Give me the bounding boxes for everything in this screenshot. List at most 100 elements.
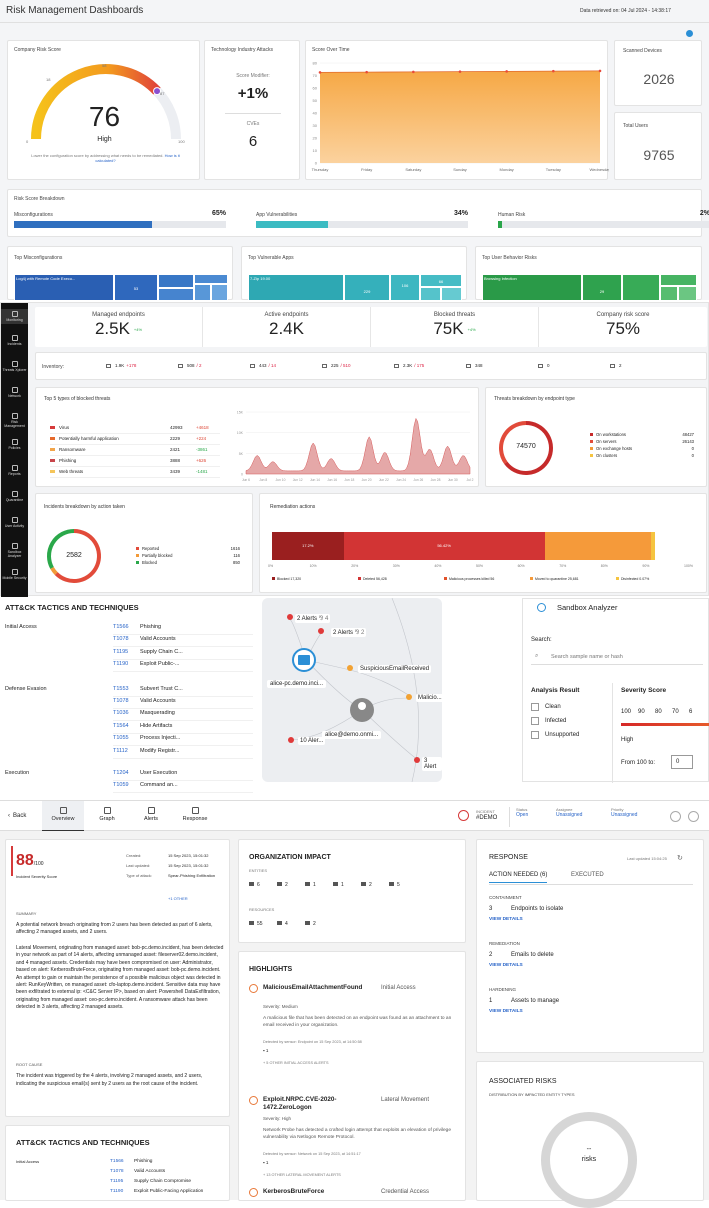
sidebar-item[interactable]: Network: [1, 387, 28, 398]
technique-row[interactable]: T1564 Hide Artifacts: [113, 723, 253, 734]
from-input[interactable]: 0: [671, 755, 693, 769]
treemap-cell[interactable]: [194, 284, 211, 301]
score-point[interactable]: [412, 70, 415, 74]
technique-row[interactable]: T1190 Exploit Public-...: [113, 661, 253, 673]
inventory-item[interactable]: 1.9K +178: [106, 363, 136, 368]
email-node[interactable]: [347, 665, 353, 671]
result-checkbox[interactable]: Unsupported: [531, 731, 579, 739]
sidebar-item[interactable]: Monitoring: [1, 309, 28, 324]
donut-slice[interactable]: [50, 566, 58, 575]
technique-row[interactable]: T1036 Masquerading: [113, 710, 253, 722]
endpoint-node[interactable]: [292, 648, 316, 672]
alert-node[interactable]: [318, 628, 324, 634]
tab-response[interactable]: Response: [174, 801, 216, 831]
threat-row[interactable]: Virus 42993 +4618: [50, 424, 220, 434]
remediation-segment[interactable]: 56.42%: [343, 532, 545, 560]
score-point[interactable]: [552, 69, 555, 73]
technique-id[interactable]: T1195: [113, 648, 129, 655]
inventory-item[interactable]: 2: [610, 363, 622, 368]
technique-row[interactable]: T1195 Supply Chain C...: [113, 649, 253, 660]
technique-id[interactable]: T1195: [110, 1179, 124, 1184]
technique-row[interactable]: T1078 Valid Accounts: [110, 1169, 230, 1174]
treemap-cell[interactable]: 7-Zip 19.00: [248, 274, 344, 301]
view-details-link[interactable]: VIEW DETAILS: [489, 1009, 523, 1014]
user-node[interactable]: [350, 698, 374, 722]
treemap-cell[interactable]: [678, 286, 697, 301]
technique-row[interactable]: T1566 Phishing: [110, 1159, 230, 1164]
remediation-segment[interactable]: [650, 532, 655, 560]
tab-graph[interactable]: Graph: [86, 801, 128, 831]
highlight-name[interactable]: KerberosBruteForce: [263, 1188, 325, 1195]
tab-overview[interactable]: Overview: [42, 801, 84, 831]
technique-id[interactable]: T1112: [113, 747, 128, 754]
threat-row[interactable]: Phishing 3888 +626: [50, 457, 220, 467]
checkbox[interactable]: [531, 717, 539, 725]
treemap-cell[interactable]: [441, 287, 462, 301]
treemap-cell[interactable]: [158, 274, 194, 288]
technique-row[interactable]: T1204 User Execution: [113, 770, 253, 781]
highlight-name[interactable]: MaliciousEmailAttachmentFound: [263, 984, 363, 991]
sidebar-item[interactable]: Mobile Security: [1, 569, 28, 580]
score-point[interactable]: [318, 71, 322, 74]
technique-row[interactable]: T1078 Valid Accounts: [113, 698, 253, 709]
highlight-more[interactable]: + 5 OTHER INITIAL ACCESS ALERTS: [263, 1061, 329, 1065]
technique-row[interactable]: T1059 Command an...: [113, 782, 253, 794]
alert-node[interactable]: [406, 694, 412, 700]
result-checkbox[interactable]: Infected: [531, 717, 566, 725]
back-button[interactable]: ‹ Back: [8, 813, 27, 819]
treemap-cell[interactable]: 53: [114, 274, 158, 301]
sidebar-item[interactable]: Reports: [1, 465, 28, 476]
technique-id[interactable]: T1055: [113, 735, 129, 742]
technique-id[interactable]: T1078: [113, 636, 129, 643]
result-checkbox[interactable]: Clean: [531, 703, 561, 711]
tab-alerts[interactable]: Alerts: [130, 801, 172, 831]
severity-slider[interactable]: [621, 723, 709, 726]
treemap-cell[interactable]: [211, 284, 228, 301]
treemap-cell[interactable]: [660, 286, 678, 301]
how-calculated-link[interactable]: How is it calculated?: [95, 153, 180, 163]
refresh-icon[interactable]: ↻: [677, 855, 683, 862]
technique-id[interactable]: T1566: [113, 624, 129, 630]
technique-id[interactable]: T1190: [110, 1189, 124, 1194]
more-link[interactable]: +1 OTHER: [168, 896, 188, 901]
treemap-cell[interactable]: 229: [344, 274, 390, 301]
sidebar-item[interactable]: Policies: [1, 439, 28, 450]
status-select[interactable]: Status Open: [516, 807, 529, 818]
view-details-link[interactable]: VIEW DETAILS: [489, 963, 523, 968]
assignee-select[interactable]: Assignee Unassigned: [556, 807, 583, 818]
technique-id[interactable]: T1204: [113, 770, 129, 776]
view-details-link[interactable]: VIEW DETAILS: [489, 917, 523, 922]
technique-id[interactable]: T1036: [113, 710, 129, 717]
technique-row[interactable]: T1055 Process Injecti...: [113, 735, 253, 747]
check-icon[interactable]: [670, 811, 681, 822]
remediation-segment[interactable]: [544, 532, 651, 560]
tab-action-needed[interactable]: ACTION NEEDED (6): [489, 872, 548, 883]
technique-id[interactable]: T1190: [113, 661, 129, 668]
inventory-item[interactable]: 348: [466, 363, 483, 368]
highlight-more[interactable]: + 13 OTHER LATERAL MOVEMENT ALERTS: [263, 1173, 341, 1177]
score-point[interactable]: [458, 70, 462, 73]
remediation-segment[interactable]: 17.2%: [272, 532, 344, 560]
sidebar-item[interactable]: Quarantine: [1, 491, 28, 502]
inventory-item[interactable]: 225/ 510: [322, 363, 351, 368]
technique-row[interactable]: T1566 Phishing: [113, 624, 253, 635]
technique-row[interactable]: T1195 Supply Chain Compromise: [110, 1179, 230, 1184]
technique-row[interactable]: T1112 Modify Registr...: [113, 748, 253, 759]
treemap-cell[interactable]: 29: [582, 274, 622, 301]
alert-node[interactable]: [414, 757, 420, 763]
threat-row[interactable]: Web threats 3439 -1481: [50, 468, 220, 478]
treemap-cell[interactable]: [420, 287, 441, 301]
technique-id[interactable]: T1078: [110, 1169, 124, 1174]
technique-row[interactable]: T1553 Subvert Trust C...: [113, 686, 253, 697]
treemap-cell[interactable]: [660, 274, 697, 286]
checkbox[interactable]: [531, 703, 539, 711]
search-input[interactable]: ⌕ Search sample name or hash: [531, 651, 703, 665]
treemap-cell[interactable]: 106: [390, 274, 420, 301]
sidebar-item[interactable]: User Activity: [1, 517, 28, 528]
technique-id[interactable]: T1059: [113, 782, 129, 789]
technique-id[interactable]: T1564: [113, 722, 129, 729]
donut-slice[interactable]: [504, 421, 553, 475]
inventory-item[interactable]: 508/ 2: [178, 363, 202, 368]
alert-node[interactable]: [288, 737, 294, 743]
score-point[interactable]: [505, 70, 508, 73]
